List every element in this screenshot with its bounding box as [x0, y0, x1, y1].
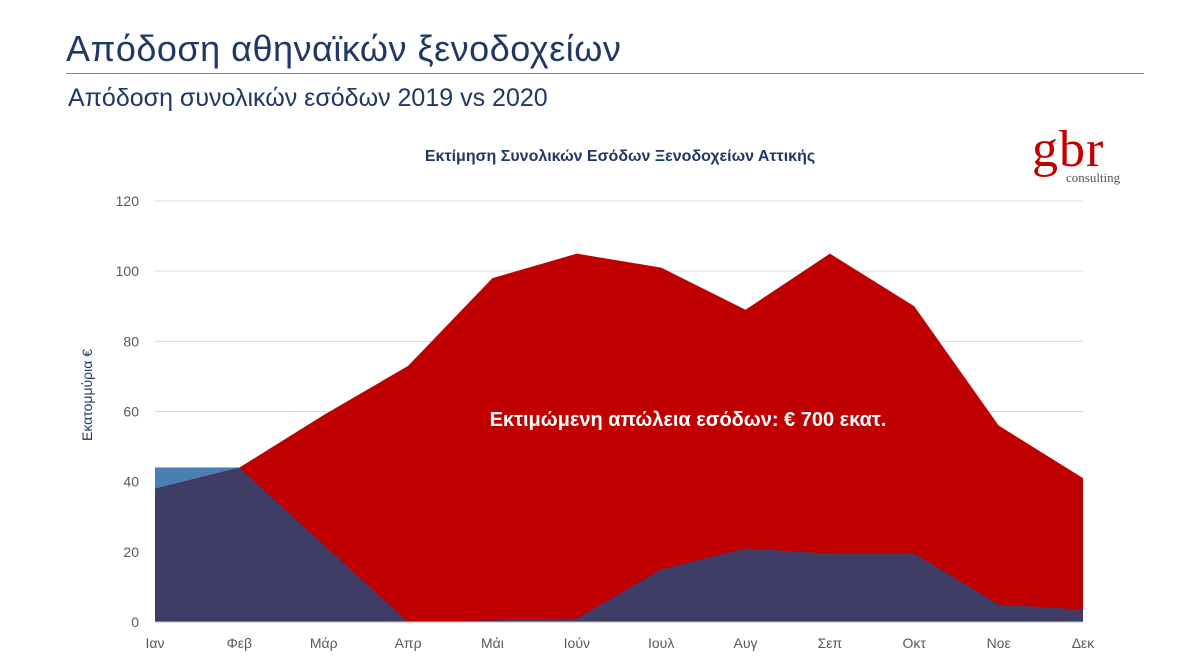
y-tick-label: 20 [123, 544, 139, 560]
y-tick-label: 60 [123, 404, 139, 420]
loss-annotation: Εκτιμώμενη απώλεια εσόδων: € 700 εκατ. [490, 409, 887, 431]
x-tick-label: Δεκ [1072, 635, 1096, 651]
series-area-2019 [155, 253, 1083, 622]
x-tick-label: Νοε [987, 635, 1011, 651]
x-tick-label: Ιουλ [648, 635, 674, 651]
logo-subtext: consulting [1066, 170, 1121, 185]
y-tick-label: 100 [116, 263, 140, 279]
slide-title: Απόδοση αθηναϊκών ξενοδοχείων [66, 28, 622, 69]
title-divider [66, 73, 1144, 74]
x-tick-label: Μάρ [310, 635, 338, 651]
y-tick-label: 40 [123, 474, 139, 490]
chart-title: Εκτίμηση Συνολικών Εσόδων Ξενοδοχείων Ατ… [425, 148, 815, 165]
x-tick-label: Οκτ [903, 635, 927, 651]
slide-subtitle: Απόδοση συνολικών εσόδων 2019 vs 2020 [68, 84, 548, 112]
y-tick-label: 120 [116, 193, 140, 209]
x-tick-label: Ιούν [564, 635, 590, 651]
series-area-2020 [155, 467, 1083, 622]
company-logo: gbr consulting [1032, 121, 1144, 188]
logo-wordmark: gbr [1032, 121, 1105, 178]
x-tick-label: Απρ [395, 635, 422, 651]
x-tick-label: Φεβ [227, 635, 252, 651]
y-tick-label: 80 [123, 333, 139, 349]
x-tick-label: Αυγ [734, 635, 758, 651]
x-tick-label: Σεπ [818, 635, 843, 651]
x-tick-label: Ιαν [146, 635, 165, 651]
y-tick-label: 0 [131, 614, 139, 630]
x-tick-label: Μάι [481, 635, 504, 651]
y-axis-label: Εκατομμύρια € [79, 349, 95, 441]
series-overlap-band [155, 467, 240, 489]
